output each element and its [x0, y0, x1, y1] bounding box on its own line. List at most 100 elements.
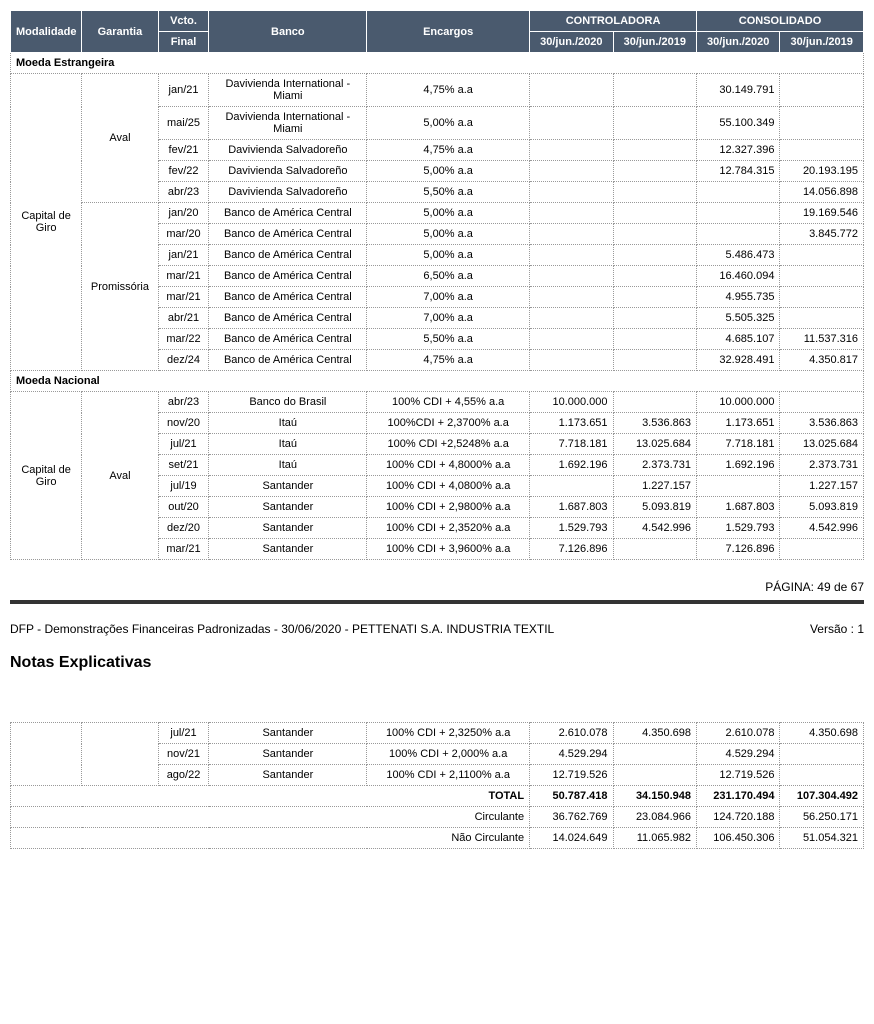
summary-label: TOTAL: [11, 786, 530, 807]
summary-label: Circulante: [11, 807, 530, 828]
banco-cell: Banco de América Central: [209, 224, 367, 245]
value-cell: [613, 245, 696, 266]
encargos-cell: 5,00% a.a: [367, 203, 530, 224]
value-cell: [780, 765, 864, 786]
value-cell: [613, 182, 696, 203]
value-cell: 1.692.196: [697, 455, 780, 476]
value-cell: 19.169.546: [780, 203, 864, 224]
col-date-2: 30/jun./2019: [613, 32, 696, 53]
value-cell: 1.687.803: [530, 497, 613, 518]
summary-value: 51.054.321: [780, 828, 864, 849]
value-cell: [613, 308, 696, 329]
encargos-cell: 100% CDI + 2,000% a.a: [367, 744, 530, 765]
value-cell: [530, 203, 613, 224]
summary-row: Circulante36.762.76923.084.966124.720.18…: [11, 807, 864, 828]
value-cell: 12.784.315: [697, 161, 780, 182]
modalidade-cell: Capital de Giro: [11, 74, 82, 371]
vcto-cell: mar/21: [158, 539, 209, 560]
value-cell: 10.000.000: [530, 392, 613, 413]
encargos-cell: 5,00% a.a: [367, 224, 530, 245]
summary-row: TOTAL50.787.41834.150.948231.170.494107.…: [11, 786, 864, 807]
value-cell: [530, 308, 613, 329]
garantia-cell: Promissória: [82, 203, 158, 371]
value-cell: [530, 224, 613, 245]
page-divider: [10, 600, 864, 604]
banco-cell: Itaú: [209, 455, 367, 476]
banco-cell: Santander: [209, 539, 367, 560]
encargos-cell: 4,75% a.a: [367, 74, 530, 107]
col-garantia: Garantia: [82, 11, 158, 53]
encargos-cell: 100% CDI + 2,3520% a.a: [367, 518, 530, 539]
col-vcto-final: Final: [158, 32, 209, 53]
value-cell: [780, 744, 864, 765]
summary-value: 124.720.188: [697, 807, 780, 828]
garantia-cell: [82, 723, 158, 786]
value-cell: 5.486.473: [697, 245, 780, 266]
value-cell: 4.685.107: [697, 329, 780, 350]
value-cell: 14.056.898: [780, 182, 864, 203]
value-cell: 12.327.396: [697, 140, 780, 161]
value-cell: [613, 329, 696, 350]
banco-cell: Santander: [209, 476, 367, 497]
banco-cell: Davivienda International -Miami: [209, 107, 367, 140]
table-header: Modalidade Garantia Vcto. Banco Encargos…: [11, 11, 864, 53]
doc-title: DFP - Demonstrações Financeiras Padroniz…: [10, 622, 554, 636]
banco-cell: Davivienda Salvadoreño: [209, 140, 367, 161]
summary-value: 23.084.966: [613, 807, 696, 828]
encargos-cell: 100% CDI + 4,0800% a.a: [367, 476, 530, 497]
value-cell: 2.610.078: [530, 723, 613, 744]
banco-cell: Banco de América Central: [209, 245, 367, 266]
encargos-cell: 5,50% a.a: [367, 329, 530, 350]
value-cell: [613, 539, 696, 560]
section-title: Moeda Estrangeira: [11, 53, 864, 74]
value-cell: 55.100.349: [697, 107, 780, 140]
financial-table: Modalidade Garantia Vcto. Banco Encargos…: [10, 10, 864, 560]
value-cell: 12.719.526: [530, 765, 613, 786]
value-cell: 13.025.684: [613, 434, 696, 455]
banco-cell: Banco de América Central: [209, 287, 367, 308]
vcto-cell: mar/21: [158, 287, 209, 308]
value-cell: [697, 182, 780, 203]
encargos-cell: 5,50% a.a: [367, 182, 530, 203]
value-cell: [613, 350, 696, 371]
summary-value: 36.762.769: [530, 807, 613, 828]
col-encargos: Encargos: [367, 11, 530, 53]
doc-version: Versão : 1: [810, 622, 864, 636]
value-cell: 3.845.772: [780, 224, 864, 245]
encargos-cell: 6,50% a.a: [367, 266, 530, 287]
vcto-cell: dez/24: [158, 350, 209, 371]
encargos-cell: 7,00% a.a: [367, 308, 530, 329]
vcto-cell: fev/22: [158, 161, 209, 182]
vcto-cell: ago/22: [158, 765, 209, 786]
value-cell: [613, 203, 696, 224]
value-cell: 20.193.195: [780, 161, 864, 182]
vcto-cell: jul/21: [158, 434, 209, 455]
value-cell: 1.173.651: [697, 413, 780, 434]
value-cell: 7.718.181: [697, 434, 780, 455]
value-cell: [780, 266, 864, 287]
value-cell: 1.692.196: [530, 455, 613, 476]
encargos-cell: 100% CDI + 2,9800% a.a: [367, 497, 530, 518]
value-cell: [613, 765, 696, 786]
summary-value: 34.150.948: [613, 786, 696, 807]
value-cell: 4.955.735: [697, 287, 780, 308]
vcto-cell: jul/21: [158, 723, 209, 744]
value-cell: [613, 287, 696, 308]
value-cell: 1.529.793: [697, 518, 780, 539]
vcto-cell: nov/21: [158, 744, 209, 765]
value-cell: 4.542.996: [613, 518, 696, 539]
value-cell: [780, 308, 864, 329]
col-consolidado: CONSOLIDADO: [697, 11, 864, 32]
banco-cell: Davivienda International -Miami: [209, 74, 367, 107]
value-cell: [530, 350, 613, 371]
value-cell: 7.126.896: [530, 539, 613, 560]
value-cell: [780, 392, 864, 413]
summary-label: Não Circulante: [11, 828, 530, 849]
banco-cell: Banco de América Central: [209, 308, 367, 329]
value-cell: 5.093.819: [780, 497, 864, 518]
col-date-1: 30/jun./2020: [530, 32, 613, 53]
encargos-cell: 5,00% a.a: [367, 161, 530, 182]
vcto-cell: jan/20: [158, 203, 209, 224]
section-title: Moeda Nacional: [11, 371, 864, 392]
vcto-cell: nov/20: [158, 413, 209, 434]
